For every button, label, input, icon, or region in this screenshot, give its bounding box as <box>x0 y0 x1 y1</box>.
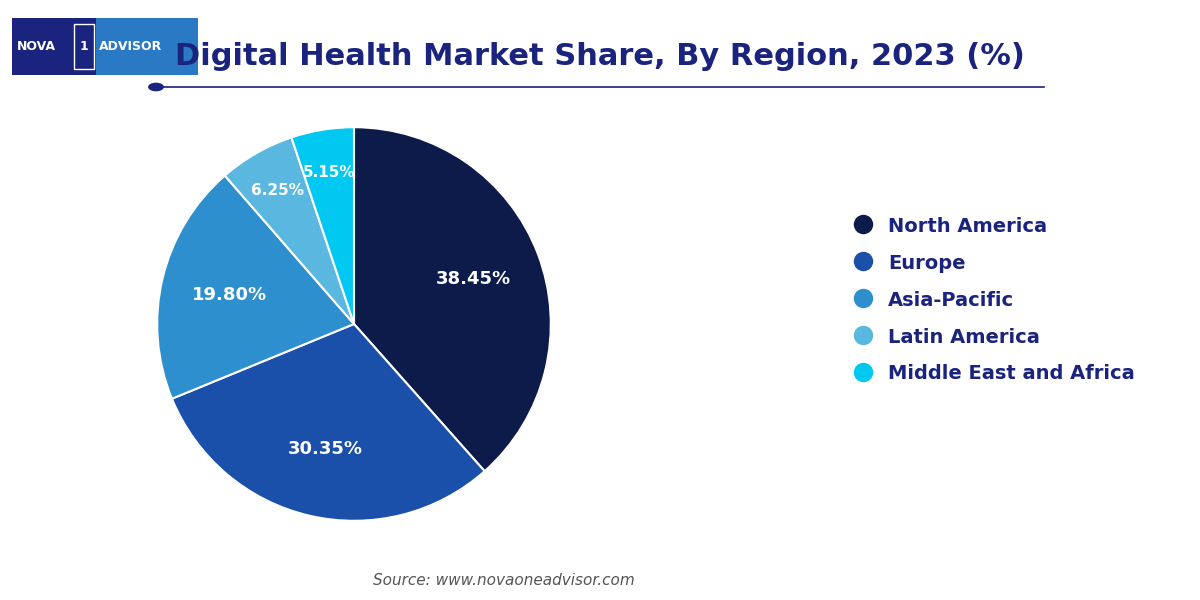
Text: NOVA: NOVA <box>17 40 55 53</box>
Text: 30.35%: 30.35% <box>288 440 362 458</box>
Wedge shape <box>172 324 485 521</box>
Text: 6.25%: 6.25% <box>251 183 305 198</box>
Text: 38.45%: 38.45% <box>436 269 511 287</box>
Wedge shape <box>354 127 551 471</box>
Text: 5.15%: 5.15% <box>302 165 355 180</box>
Text: 1: 1 <box>79 40 89 53</box>
FancyBboxPatch shape <box>12 18 96 75</box>
Wedge shape <box>292 127 354 324</box>
Text: Digital Health Market Share, By Region, 2023 (%): Digital Health Market Share, By Region, … <box>175 42 1025 71</box>
Text: 19.80%: 19.80% <box>192 286 268 304</box>
FancyBboxPatch shape <box>96 18 198 75</box>
Text: Source: www.novaoneadvisor.com: Source: www.novaoneadvisor.com <box>373 573 635 588</box>
Wedge shape <box>157 176 354 399</box>
Wedge shape <box>224 137 354 324</box>
Legend: North America, Europe, Asia-Pacific, Latin America, Middle East and Africa: North America, Europe, Asia-Pacific, Lat… <box>834 197 1154 403</box>
Text: ADVISOR: ADVISOR <box>100 40 163 53</box>
